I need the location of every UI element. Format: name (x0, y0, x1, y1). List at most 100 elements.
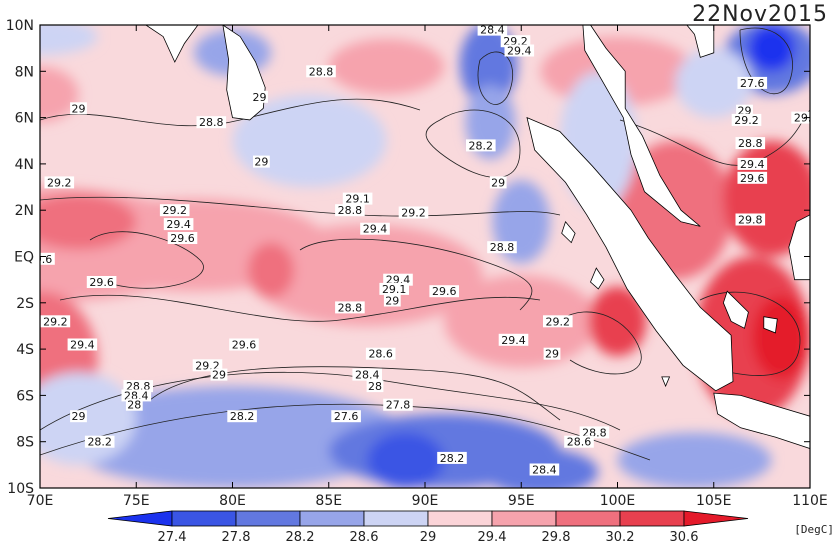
colorbar-tick-label: 30.6 (670, 530, 699, 545)
contour-label-bg (40, 252, 55, 265)
contour-label-bg (383, 398, 413, 411)
x-tick-label: 100E (600, 493, 636, 509)
colorbar-segment-6 (491, 510, 557, 527)
temperature-patch-17 (367, 432, 445, 488)
contour-label-text: 27.8 (386, 399, 411, 412)
contour-label-26: 29.8 (735, 213, 766, 227)
contour-label-text: 28.4 (480, 24, 505, 37)
contour-label-25: 29.4 (360, 222, 390, 236)
contour-label-text: 28.8 (338, 204, 363, 217)
contour-label-bg (335, 301, 365, 314)
contour-label-40: 29.4 (498, 333, 529, 347)
contour-label-text: 29.2 (734, 114, 759, 127)
contour-label-bg (731, 113, 762, 126)
contour-label-text: 28.2 (440, 452, 465, 465)
contour-label-20: 28.8 (335, 204, 365, 217)
temperature-patch-11 (247, 242, 295, 299)
y-tick-label: 6N (15, 111, 34, 127)
contour-label-text: 29.4 (70, 339, 95, 352)
contour-label-bg (791, 111, 810, 124)
contour-label-text: 29 (72, 410, 86, 423)
contour-label-text: 29.2 (401, 207, 426, 220)
contour-label-bg (543, 315, 573, 328)
contour-label-text: 29 (254, 156, 268, 169)
temperature-patch-15 (59, 386, 406, 488)
contour-label-54: 27.6 (331, 410, 361, 423)
contour-label-bg (366, 380, 384, 393)
contour-label-bg (489, 176, 507, 189)
contour-label-text: 28.8 (5, 452, 30, 465)
contour-label-text: 29.6 (740, 172, 765, 185)
contour-label-5: 29 (70, 102, 87, 115)
contour-label-3: 28.8 (306, 65, 336, 78)
y-tick-label: 10N (6, 18, 34, 34)
contour-label-bg (125, 398, 143, 411)
contour-label-bg (167, 232, 198, 244)
contour-label-bg (735, 137, 766, 150)
contour-label-bg (466, 139, 496, 152)
temperature-patch-9 (752, 295, 810, 380)
contour-label-6: 28.8 (196, 116, 227, 129)
contour-label-bg (335, 204, 365, 217)
contour-label-text: 29 (212, 369, 226, 382)
contour-label-7: 27.6 (737, 76, 768, 90)
contour-label-bg (352, 368, 382, 381)
contour-label-30: 29.6 (86, 276, 117, 289)
contour-label-15: 29 (253, 155, 270, 169)
contour-label-bg (360, 222, 390, 235)
contour-label-text: 29.4 (740, 158, 765, 171)
colorbar-segment-1 (171, 510, 237, 527)
contour-label-52: 29 (70, 410, 87, 423)
contour-label-38: 29.4 (67, 338, 98, 352)
contour-label-37: 29.2 (543, 315, 573, 328)
temperature-patch-3 (444, 275, 599, 368)
contour-label-19: 29.1 (342, 192, 373, 206)
contour-label-text: 29.6 (170, 232, 195, 245)
contour-label-bg (192, 359, 223, 372)
contour-label-35: 28.8 (335, 301, 365, 314)
land-mass-7 (788, 214, 810, 281)
contour-label-4: 29 (251, 90, 268, 104)
y-tick-label: 4S (16, 342, 34, 358)
contour-label-text: 28.8 (738, 137, 763, 150)
colorbar-segment-7 (555, 510, 621, 527)
contour-label-44: 29 (210, 368, 228, 382)
contour-label-bg (737, 76, 768, 89)
contour-label-bg (253, 155, 270, 168)
x-tick-label: 70E (27, 493, 54, 509)
temperature-patch-2 (251, 224, 483, 326)
colorbar: 27.4 27.8 28.2 28.6 29 29.4 29.8 30.2 30.6 (107, 510, 749, 545)
contour-line-12 (89, 231, 204, 289)
contour-label-text: 29.1 (345, 193, 370, 206)
temperature-patch-22 (748, 25, 795, 72)
land-mass-9 (590, 267, 605, 290)
contour-label-text: 28.4 (532, 464, 557, 477)
x-tick-label: 95E (508, 493, 535, 509)
y-tick-label: 8N (15, 64, 34, 80)
land-mass-3 (582, 25, 701, 227)
contour-label-bg (477, 25, 508, 36)
contour-label-bg (365, 347, 396, 360)
contour-label-bg (529, 463, 560, 476)
contour-label-text: 27.6 (740, 77, 765, 90)
contour-label-bg (735, 213, 766, 226)
contour-label-14: 29.2 (44, 176, 75, 189)
contour-label-text: 29.2 (163, 204, 188, 217)
colorbar-tick-label: 27.4 (158, 530, 187, 545)
temperature-patch-5 (40, 194, 137, 250)
contour-label-text: 29.8 (738, 214, 763, 227)
colorbar-tick-label: 28.6 (350, 530, 379, 545)
contour-label-2: 28.4 (477, 24, 508, 37)
temperature-patch-29 (232, 94, 387, 188)
y-tick-label: 2N (15, 203, 34, 219)
temperature-patch-13 (40, 66, 79, 123)
contour-label-text: 28.8 (199, 116, 224, 129)
y-tick-label: 6S (16, 388, 34, 404)
contour-line-5 (299, 238, 533, 311)
contour-label-bg (487, 241, 517, 254)
land-mass-11 (661, 376, 671, 388)
contour-label-bg (543, 347, 561, 360)
contour-label-bg (579, 426, 610, 439)
y-tick-label: 10S (7, 481, 34, 497)
